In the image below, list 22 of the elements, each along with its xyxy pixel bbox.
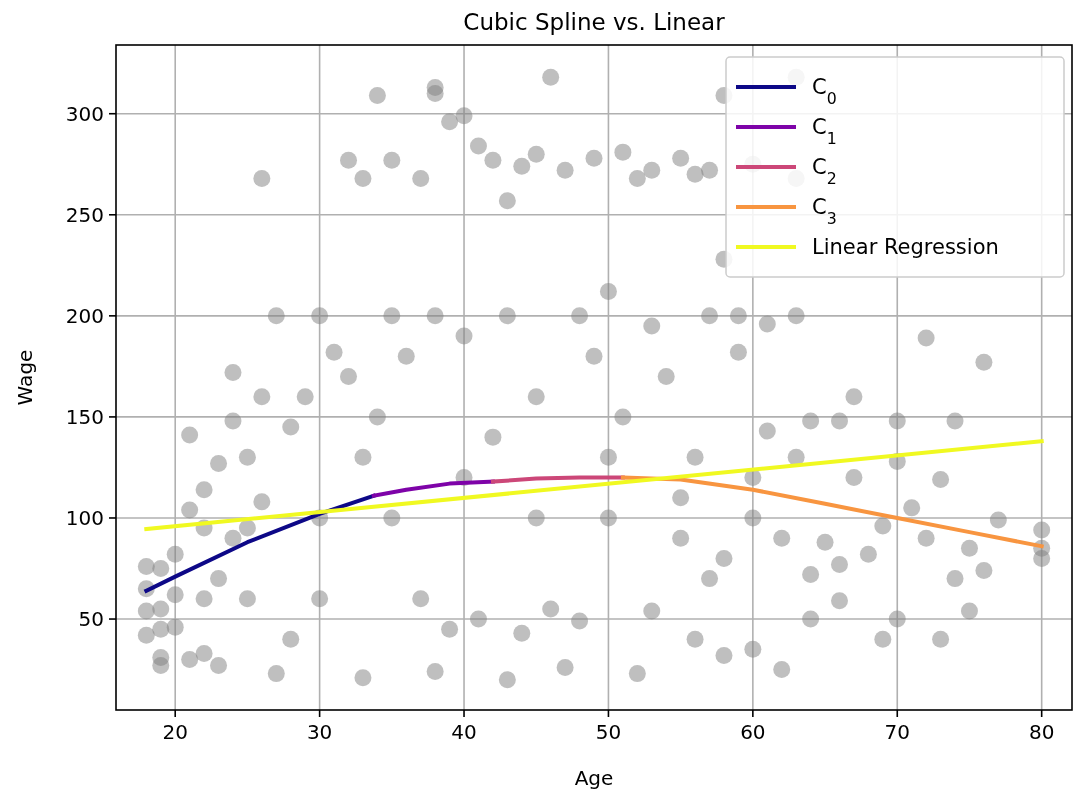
x-tick-label: 80: [1028, 720, 1055, 744]
y-tick-label: 250: [65, 202, 104, 227]
chart-title: Cubic Spline vs. Linear: [463, 9, 726, 35]
x-tick-label: 50: [595, 720, 622, 744]
y-tick-label: 50: [78, 607, 104, 632]
y-tick-label: 300: [65, 101, 104, 126]
x-tick-label: 60: [740, 720, 766, 744]
x-tick-label: 20: [162, 720, 188, 744]
legend-label: C$_{0}$: [812, 75, 837, 108]
x-tick-label: 30: [306, 720, 333, 744]
legend-label: C$_{3}$: [812, 195, 837, 228]
y-tick-label: 200: [65, 303, 104, 328]
line-series: [371, 479, 495, 498]
x-tick-label: 70: [884, 720, 910, 744]
y-tick-label: 100: [65, 505, 104, 530]
x-tick-label: 40: [451, 720, 477, 744]
y-tick-label: 150: [65, 404, 104, 429]
legend-label: C$_{2}$: [812, 155, 837, 188]
x-axis-title: Age: [574, 766, 614, 790]
legend-label: C$_{1}$: [812, 115, 837, 148]
y-axis-title: Wage: [13, 349, 37, 406]
legend-label: Linear Regression: [812, 235, 999, 259]
